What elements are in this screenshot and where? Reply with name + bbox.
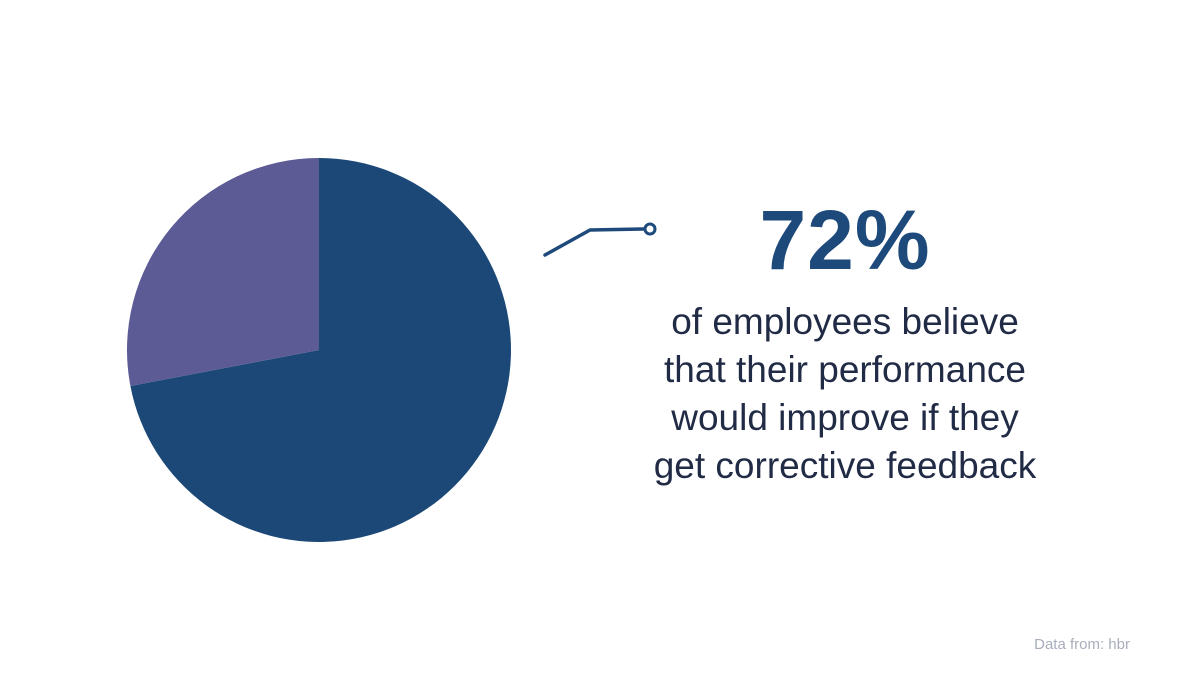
pie-slice-0 (130, 158, 511, 542)
callout-dot-icon (643, 222, 657, 236)
stat-block: 72% of employees believe that their perf… (565, 198, 1125, 490)
source-credit: Data from: hbr (1034, 636, 1130, 653)
pie-slice-1 (127, 158, 319, 386)
pie-chart (127, 158, 511, 542)
stat-description-line: of employees believe (671, 301, 1019, 342)
stat-description-line: that their performance (664, 349, 1026, 390)
stat-value: 72% (759, 193, 931, 287)
callout-line (543, 227, 645, 257)
callout-connector (543, 222, 657, 257)
stat-description-line: would improve if they (671, 397, 1019, 438)
stat-description-line: get corrective feedback (653, 445, 1037, 486)
stat-description: of employees believe that their performa… (565, 298, 1125, 490)
